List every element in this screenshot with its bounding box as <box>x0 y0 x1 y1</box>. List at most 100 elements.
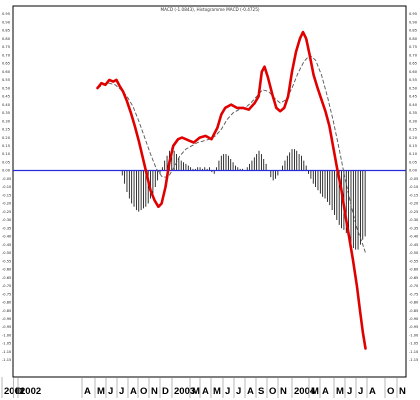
y-tick-label-left: 0.25 <box>2 128 10 132</box>
y-tick-label-right: 0.55 <box>409 78 417 82</box>
y-tick-label-right: -0.10 <box>409 185 419 189</box>
y-tick-label-left: 0.15 <box>2 144 10 148</box>
x-tick-label: A <box>202 386 209 397</box>
y-tick-label-right: -0.35 <box>409 226 418 230</box>
y-tick-label-left: -0.20 <box>2 202 12 206</box>
chart-title: MACD (-1.0843), Histogramme MACD (-0.472… <box>161 7 260 12</box>
y-tick-label-left: -0.90 <box>2 317 12 321</box>
y-tick-label-left: 0.00 <box>2 169 11 173</box>
y-tick-label-right: -0.75 <box>409 292 418 296</box>
y-tick-label-right: -0.95 <box>409 325 418 329</box>
y-tick-label-right: 0.45 <box>409 95 417 99</box>
x-tick-label: A <box>322 386 329 397</box>
y-tick-label-right: 0.30 <box>409 119 418 123</box>
y-tick-label-right: 0.20 <box>409 136 418 140</box>
y-tick-label-right: -0.85 <box>409 309 418 313</box>
macd-line <box>96 30 367 350</box>
y-tick-label-left: 0.50 <box>2 86 11 90</box>
y-tick-label-left: 0.80 <box>2 37 11 41</box>
y-tick-label-right: -0.30 <box>409 218 419 222</box>
x-tick-label: M <box>311 386 319 397</box>
y-tick-label-right: 0.90 <box>409 20 418 24</box>
y-tick-label-left: 0.35 <box>2 111 10 115</box>
y-tick-label-right: 0.50 <box>409 86 418 90</box>
y-tick-label-right: 0.05 <box>409 160 417 164</box>
x-tick-label: A <box>369 386 376 397</box>
y-tick-label-left: 0.30 <box>2 119 11 123</box>
y-tick-label-left: 0.10 <box>2 152 11 156</box>
y-tick-label-left: -0.30 <box>2 218 12 222</box>
y-tick-label-left: 0.20 <box>2 136 11 140</box>
y-tick-label-right: -0.70 <box>409 284 419 288</box>
y-tick-label-left: -0.45 <box>2 243 11 247</box>
y-tick-label-left: -1.15 <box>2 358 11 362</box>
x-tick-label: N <box>151 386 158 397</box>
y-tick-label-right: -1.05 <box>409 342 418 346</box>
y-tick-label-right: 0.10 <box>409 152 418 156</box>
x-tick-label: O <box>269 386 276 397</box>
y-tick-label-left: -0.70 <box>2 284 12 288</box>
signal-line-group <box>97 54 366 254</box>
y-tick-label-left: -0.80 <box>2 301 12 305</box>
y-tick-label-left: 0.05 <box>2 160 10 164</box>
x-tick-label: D <box>162 386 169 397</box>
x-tick-label: N <box>280 386 287 397</box>
y-tick-label-right: 0.25 <box>409 128 417 132</box>
x-tick-label: A <box>247 386 254 397</box>
y-tick-label-right: 0.40 <box>409 103 418 107</box>
y-tick-label-right: 0.65 <box>409 62 417 66</box>
y-tick-label-left: -0.60 <box>2 268 12 272</box>
y-tick-label-left: 0.65 <box>2 62 10 66</box>
x-tick-label: D <box>16 386 23 397</box>
x-tick-label: A <box>84 386 91 397</box>
y-tick-label-right: 0.60 <box>409 70 418 74</box>
y-tick-label-left: -0.15 <box>2 193 11 197</box>
y-tick-label-right: -0.80 <box>409 301 419 305</box>
y-tick-label-left: 0.95 <box>2 12 10 16</box>
y-tick-label-right: -1.00 <box>409 333 419 337</box>
y-tick-label-left: -1.10 <box>2 350 12 354</box>
x-tick-label: M <box>192 386 200 397</box>
x-tick-label: S <box>258 386 264 397</box>
y-tick-label-left: 0.40 <box>2 103 11 107</box>
x-tick-label: J <box>358 386 363 397</box>
x-tick-label: J <box>108 386 113 397</box>
y-tick-label-left: 0.90 <box>2 20 11 24</box>
y-tick-label-right: 0.75 <box>409 45 417 49</box>
x-tick-label: O <box>387 386 394 397</box>
y-tick-label-left: -0.50 <box>2 251 12 255</box>
x-tick-label: M <box>213 386 221 397</box>
y-tick-label-left: -1.05 <box>2 342 11 346</box>
y-tick-label-right: 0.85 <box>409 29 417 33</box>
x-tick-label: O <box>140 386 147 397</box>
x-tick-label: M <box>97 386 105 397</box>
y-tick-label-left: -0.85 <box>2 309 11 313</box>
y-tick-label-left: 0.70 <box>2 53 11 57</box>
x-tick-label: 2002 <box>20 386 41 397</box>
y-tick-label-right: -0.05 <box>409 177 418 181</box>
y-tick-label-right: 0.00 <box>409 169 418 173</box>
x-tick-label: 2001 <box>4 386 26 397</box>
y-tick-label-left: -0.95 <box>2 325 11 329</box>
y-tick-label-right: 0.15 <box>409 144 417 148</box>
y-tick-label-left: -0.05 <box>2 177 11 181</box>
y-tick-label-left: -0.25 <box>2 210 11 214</box>
x-tick-label: J <box>347 386 352 397</box>
plot-frame <box>12 5 407 378</box>
y-tick-label-left: -0.40 <box>2 235 12 239</box>
x-tick-label: N <box>399 386 406 397</box>
y-tick-label-right: -0.20 <box>409 202 419 206</box>
macd-line-group <box>96 30 367 350</box>
y-tick-label-left: -0.55 <box>2 259 11 263</box>
y-tick-label-right: -0.55 <box>409 259 418 263</box>
x-tick-label: J <box>225 386 230 397</box>
x-tick-label: 2004 <box>294 386 316 397</box>
y-axis-left: 0.95 0.90 0.85 0.80 0.75 0.70 0.65 0.60 0.55 0.50… <box>2 12 12 362</box>
y-tick-label-left: 0.75 <box>2 45 10 49</box>
y-tick-label-right: -0.40 <box>409 235 419 239</box>
x-tick-label: 2003 <box>174 386 195 397</box>
y-tick-label-left: 0.60 <box>2 70 11 74</box>
y-tick-label-right: 0.95 <box>409 12 417 16</box>
